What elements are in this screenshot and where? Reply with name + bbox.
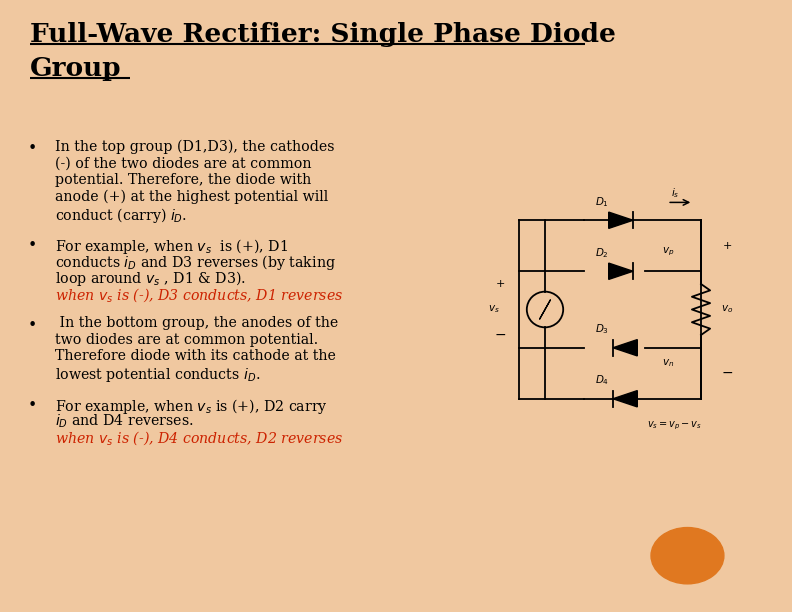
Text: •: • <box>28 140 37 157</box>
Text: In the bottom group, the anodes of the: In the bottom group, the anodes of the <box>55 316 338 330</box>
Polygon shape <box>613 390 638 407</box>
Text: −: − <box>722 366 733 380</box>
Text: $i_s$: $i_s$ <box>671 186 680 200</box>
Text: −: − <box>495 328 507 342</box>
Text: $D_2$: $D_2$ <box>596 246 609 259</box>
Text: •: • <box>28 316 37 334</box>
Text: $D_1$: $D_1$ <box>596 195 609 209</box>
Text: Therefore diode with its cathode at the: Therefore diode with its cathode at the <box>55 349 336 364</box>
Polygon shape <box>609 263 633 280</box>
Text: when $v_s$ is (-), D4 conducts, D2 reverses: when $v_s$ is (-), D4 conducts, D2 rever… <box>55 430 343 447</box>
Text: In the top group (D1,D3), the cathodes: In the top group (D1,D3), the cathodes <box>55 140 334 154</box>
Text: $v_s = v_p - v_s$: $v_s = v_p - v_s$ <box>647 419 703 431</box>
Text: (-) of the two diodes are at common: (-) of the two diodes are at common <box>55 157 311 171</box>
Text: lowest potential conducts $i_D$.: lowest potential conducts $i_D$. <box>55 366 261 384</box>
Text: $D_4$: $D_4$ <box>595 373 609 387</box>
Text: loop around $v_s$ , D1 & D3).: loop around $v_s$ , D1 & D3). <box>55 269 246 288</box>
Text: $v_n$: $v_n$ <box>662 357 674 370</box>
Text: $D_3$: $D_3$ <box>595 323 609 336</box>
Polygon shape <box>609 212 633 228</box>
Text: +: + <box>722 241 732 251</box>
Text: conducts $i_D$ and D3 reverses (by taking: conducts $i_D$ and D3 reverses (by takin… <box>55 253 336 272</box>
Text: $v_o$: $v_o$ <box>721 304 733 315</box>
Text: Group: Group <box>30 56 121 81</box>
Text: For example, when $v_s$ is (+), D2 carry: For example, when $v_s$ is (+), D2 carry <box>55 397 328 416</box>
Text: For example, when $v_s$  is (+), D1: For example, when $v_s$ is (+), D1 <box>55 236 288 255</box>
Text: $i_D$ and D4 reverses.: $i_D$ and D4 reverses. <box>55 413 193 430</box>
Text: +: + <box>496 279 505 289</box>
Text: two diodes are at common potential.: two diodes are at common potential. <box>55 333 318 347</box>
Polygon shape <box>613 340 638 356</box>
Text: potential. Therefore, the diode with: potential. Therefore, the diode with <box>55 173 311 187</box>
Circle shape <box>651 528 724 584</box>
Text: •: • <box>28 236 37 253</box>
Text: anode (+) at the highest potential will: anode (+) at the highest potential will <box>55 190 328 204</box>
Text: when $v_s$ is (-), D3 conducts, D1 reverses: when $v_s$ is (-), D3 conducts, D1 rever… <box>55 286 343 304</box>
Text: conduct (carry) $i_D$.: conduct (carry) $i_D$. <box>55 206 187 225</box>
Text: •: • <box>28 397 37 414</box>
Text: $v_s$: $v_s$ <box>489 304 501 315</box>
Text: Full-Wave Rectifier: Single Phase Diode: Full-Wave Rectifier: Single Phase Diode <box>30 22 616 47</box>
Text: $v_p$: $v_p$ <box>662 246 675 258</box>
